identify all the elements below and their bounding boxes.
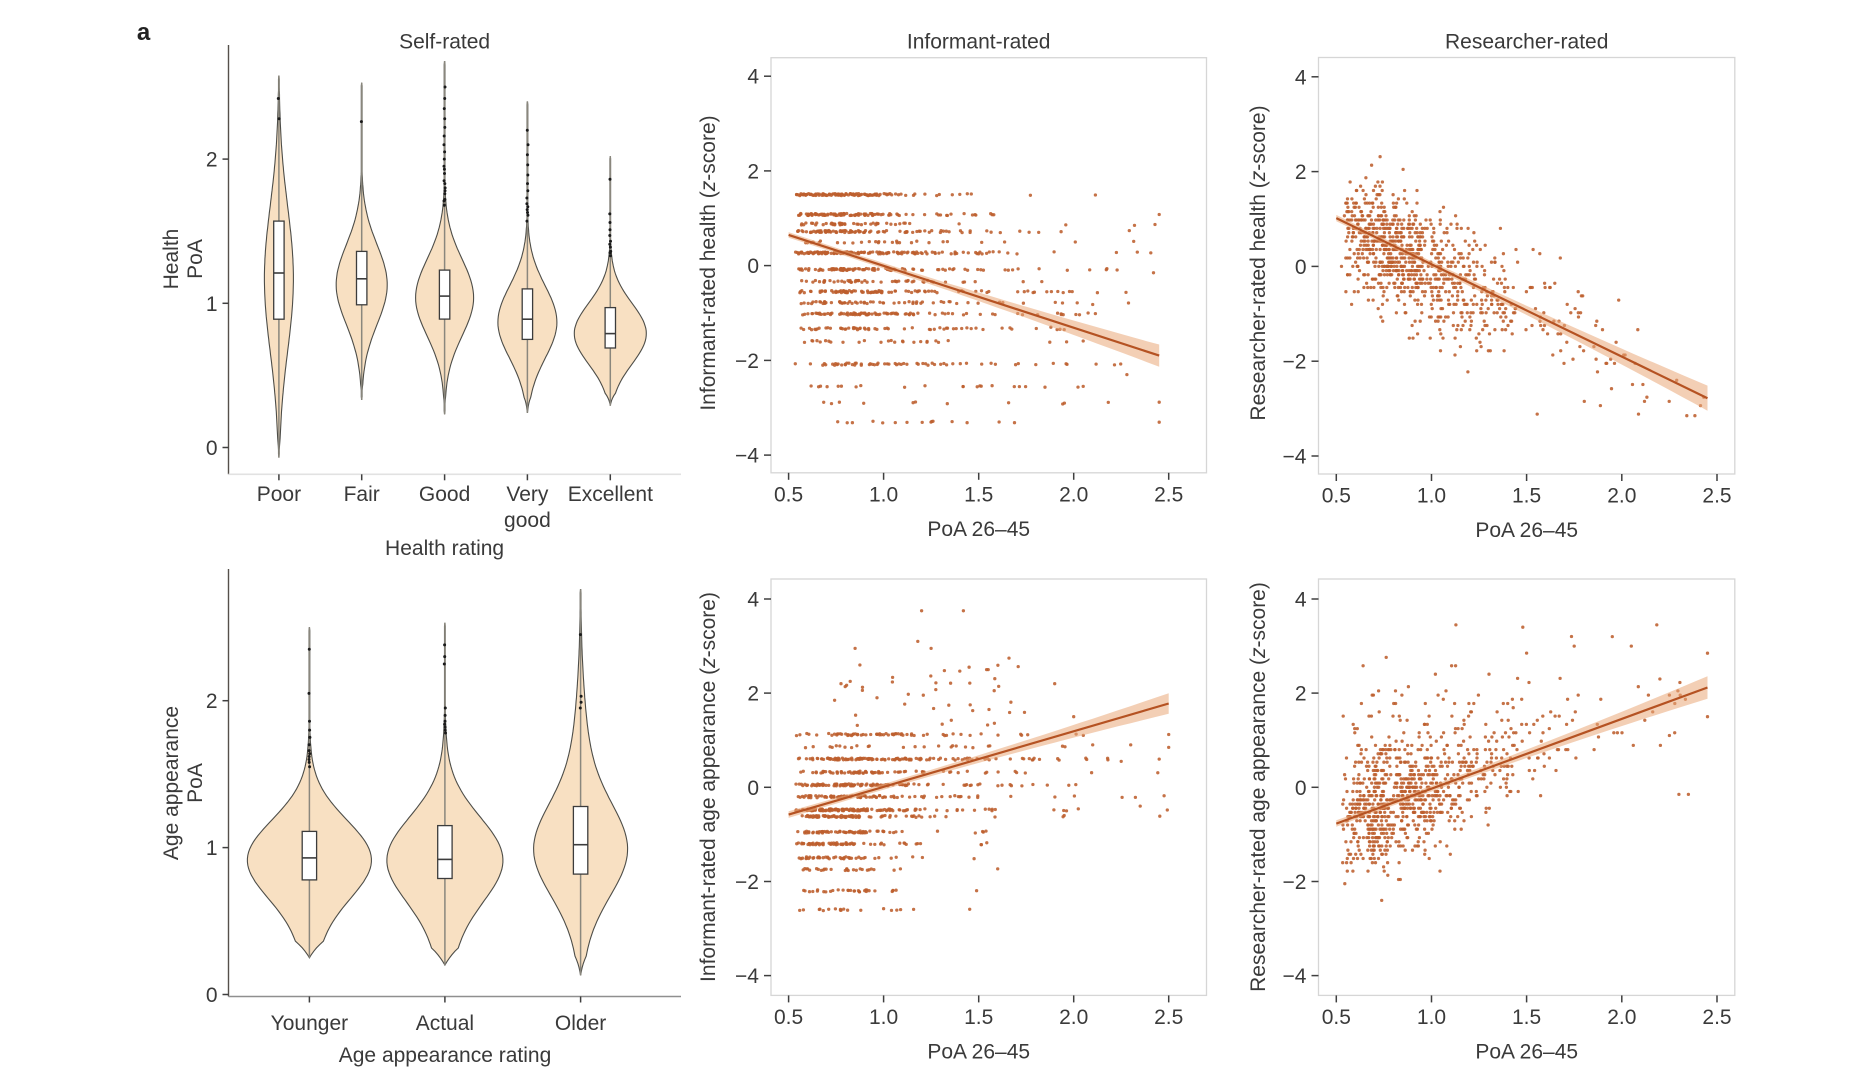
svg-text:0.5: 0.5 [1322,485,1351,508]
svg-text:1.0: 1.0 [1417,1006,1446,1029]
svg-text:2: 2 [747,160,759,183]
svg-text:−4: −4 [1283,446,1307,469]
svg-text:Health rating: Health rating [385,537,504,560]
svg-text:PoA 26–45: PoA 26–45 [927,518,1030,541]
svg-text:4: 4 [1295,66,1307,89]
svg-text:1.0: 1.0 [869,1006,898,1029]
svg-text:Self-rated: Self-rated [399,31,490,54]
svg-text:Poor: Poor [257,483,301,506]
svg-text:4: 4 [747,589,759,612]
svg-text:−2: −2 [735,871,759,894]
svg-text:Informant-rated age appearance: Informant-rated age appearance (z-score) [697,592,720,982]
svg-text:Health: Health [160,229,183,290]
svg-text:2.0: 2.0 [1607,485,1636,508]
svg-text:2.5: 2.5 [1702,1006,1731,1029]
svg-text:Good: Good [419,483,470,506]
svg-text:2.5: 2.5 [1702,485,1731,508]
svg-text:Actual: Actual [416,1012,474,1035]
svg-text:0: 0 [747,777,759,800]
svg-text:PoA 26–45: PoA 26–45 [1475,519,1578,542]
svg-text:1.5: 1.5 [964,1006,993,1029]
svg-text:Informant-rated health (z-scor: Informant-rated health (z-score) [697,115,720,410]
svg-text:1.5: 1.5 [1512,485,1541,508]
svg-text:0: 0 [206,984,218,1007]
svg-text:Researcher-rated: Researcher-rated [1445,31,1608,54]
svg-text:−4: −4 [735,965,759,988]
svg-text:2: 2 [206,690,218,713]
svg-text:PoA: PoA [184,239,207,279]
svg-text:1.5: 1.5 [964,483,993,506]
svg-text:Age appearance: Age appearance [160,706,183,860]
svg-text:good: good [504,509,551,532]
svg-text:0.5: 0.5 [1322,1006,1351,1029]
svg-text:−4: −4 [1283,965,1307,988]
svg-text:PoA: PoA [184,763,207,803]
svg-text:2: 2 [1295,161,1307,184]
svg-text:PoA 26–45: PoA 26–45 [927,1040,1030,1063]
svg-text:0: 0 [206,437,218,460]
svg-text:2.5: 2.5 [1154,1006,1183,1029]
svg-text:2.5: 2.5 [1154,483,1183,506]
svg-text:−2: −2 [735,350,759,373]
svg-text:Very: Very [506,483,549,506]
svg-text:Older: Older [555,1012,606,1035]
svg-text:Researcher-rated age appearanc: Researcher-rated age appearance (z-score… [1247,582,1270,992]
svg-text:2: 2 [747,683,759,706]
svg-text:0: 0 [747,255,759,278]
svg-text:Excellent: Excellent [568,483,653,506]
svg-text:1.0: 1.0 [1417,485,1446,508]
svg-text:4: 4 [1295,589,1307,612]
svg-text:−4: −4 [735,445,759,468]
svg-text:2: 2 [206,149,218,172]
svg-text:Fair: Fair [344,483,380,506]
svg-text:1.5: 1.5 [1512,1006,1541,1029]
svg-text:−2: −2 [1283,871,1307,894]
svg-text:1: 1 [206,293,218,316]
svg-text:4: 4 [747,66,759,89]
svg-text:1.0: 1.0 [869,483,898,506]
svg-text:Younger: Younger [271,1012,348,1035]
svg-text:PoA 26–45: PoA 26–45 [1475,1040,1578,1063]
svg-text:2: 2 [1295,683,1307,706]
svg-text:Age appearance rating: Age appearance rating [339,1044,552,1067]
svg-text:0: 0 [1295,256,1307,279]
svg-text:Informant-rated: Informant-rated [907,31,1051,54]
svg-text:2.0: 2.0 [1607,1006,1636,1029]
svg-text:0.5: 0.5 [774,483,803,506]
svg-text:0: 0 [1295,777,1307,800]
svg-text:a: a [137,19,151,46]
svg-text:−2: −2 [1283,351,1307,374]
svg-text:1: 1 [206,837,218,860]
svg-text:2.0: 2.0 [1059,483,1088,506]
svg-text:Researcher-rated health (z-sco: Researcher-rated health (z-score) [1247,105,1270,420]
svg-text:2.0: 2.0 [1059,1006,1088,1029]
svg-text:0.5: 0.5 [774,1006,803,1029]
